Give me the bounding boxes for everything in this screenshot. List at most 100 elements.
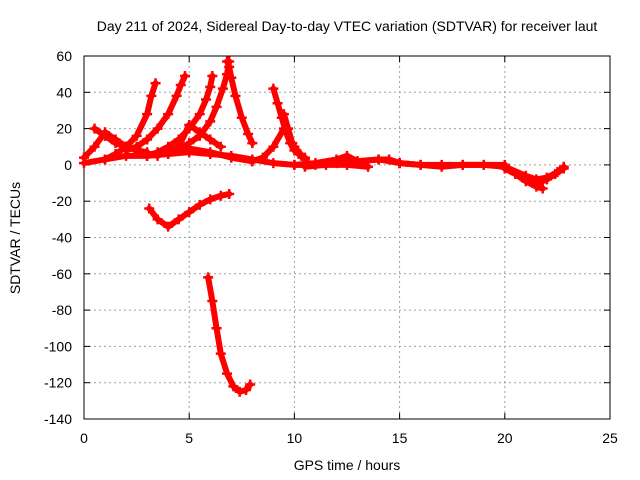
series-arc-late-2 bbox=[299, 159, 374, 172]
x-tick-label: 15 bbox=[392, 430, 408, 446]
data-point bbox=[205, 194, 216, 205]
data-point bbox=[243, 129, 254, 140]
data-point bbox=[194, 127, 205, 138]
y-tick-label: -80 bbox=[52, 302, 72, 318]
data-point bbox=[89, 123, 100, 134]
data-point bbox=[110, 138, 121, 149]
data-point bbox=[205, 116, 216, 127]
data-point bbox=[215, 141, 226, 152]
data-point bbox=[215, 348, 226, 359]
series-arc-rise-1 bbox=[100, 78, 161, 165]
series-line bbox=[396, 160, 508, 170]
chart-title: Day 211 of 2024, Sidereal Day-to-day VTE… bbox=[97, 18, 598, 34]
data-point bbox=[205, 134, 216, 145]
y-tick-label: -60 bbox=[52, 266, 72, 282]
data-point bbox=[194, 199, 205, 210]
data-point bbox=[234, 386, 245, 397]
data-point bbox=[142, 150, 153, 161]
data-point bbox=[211, 101, 222, 112]
y-tick-label: -40 bbox=[52, 230, 72, 246]
data-point bbox=[510, 168, 521, 179]
data-point bbox=[272, 98, 283, 109]
data-point bbox=[363, 161, 374, 172]
series-arc-late-3 bbox=[394, 158, 510, 172]
x-tick-label: 25 bbox=[602, 430, 618, 446]
data-point bbox=[217, 83, 228, 94]
axis-ticks: 0 5 10 15 20 25 -140 -120 -100 -80 -60 -40 -20 0 20 40 6… bbox=[44, 48, 618, 446]
data-point bbox=[268, 83, 279, 94]
data-layer bbox=[79, 56, 569, 397]
data-point bbox=[320, 159, 331, 170]
data-point bbox=[207, 296, 218, 307]
data-point bbox=[152, 123, 163, 134]
data-point bbox=[211, 323, 222, 334]
series-line bbox=[301, 161, 372, 170]
data-point bbox=[558, 163, 569, 174]
data-point bbox=[205, 147, 216, 158]
series-arc-bump bbox=[173, 119, 226, 152]
x-tick-label: 10 bbox=[287, 430, 303, 446]
data-point bbox=[268, 158, 279, 169]
x-axis-label: GPS time / hours bbox=[294, 457, 401, 473]
data-point bbox=[499, 163, 510, 174]
series-arc-peak bbox=[222, 56, 258, 149]
data-point bbox=[152, 214, 163, 225]
grid bbox=[84, 56, 610, 419]
data-point bbox=[550, 168, 561, 179]
series-arc-neg-1 bbox=[144, 188, 235, 232]
series-line bbox=[280, 111, 300, 154]
data-point bbox=[436, 161, 447, 172]
data-point bbox=[289, 159, 300, 170]
data-point bbox=[533, 178, 544, 189]
data-point bbox=[268, 141, 279, 152]
data-point bbox=[207, 70, 218, 81]
y-tick-label: 20 bbox=[56, 121, 72, 137]
data-point bbox=[342, 159, 352, 170]
data-point bbox=[79, 152, 89, 163]
data-point bbox=[299, 161, 310, 172]
data-point bbox=[215, 190, 226, 201]
data-point bbox=[150, 78, 161, 89]
data-point bbox=[228, 381, 239, 392]
y-tick-label: -20 bbox=[52, 193, 72, 209]
data-point bbox=[478, 159, 489, 170]
data-point bbox=[184, 119, 195, 130]
data-point bbox=[224, 188, 235, 199]
data-point bbox=[171, 90, 182, 101]
x-tick-label: 5 bbox=[185, 430, 193, 446]
data-point bbox=[100, 154, 111, 165]
y-axis-label: SDTVAR / TECUs bbox=[7, 182, 23, 294]
y-tick-label: -100 bbox=[44, 338, 72, 354]
series-arc-9h-3 bbox=[278, 109, 302, 156]
data-point bbox=[226, 72, 237, 83]
data-point bbox=[173, 214, 184, 225]
data-point bbox=[110, 149, 121, 160]
data-point bbox=[247, 138, 258, 149]
data-point bbox=[89, 141, 100, 152]
data-point bbox=[205, 81, 216, 92]
data-point bbox=[142, 134, 153, 145]
data-point bbox=[283, 123, 294, 134]
data-point bbox=[257, 152, 268, 163]
data-point bbox=[415, 159, 426, 170]
data-point bbox=[142, 109, 153, 120]
data-point bbox=[224, 61, 235, 72]
data-point bbox=[245, 379, 256, 390]
data-point bbox=[457, 159, 468, 170]
data-point bbox=[247, 156, 258, 167]
y-tick-label: 60 bbox=[56, 48, 72, 64]
data-point bbox=[241, 384, 252, 395]
data-point bbox=[146, 90, 157, 101]
data-point bbox=[394, 158, 405, 169]
data-point bbox=[163, 221, 174, 232]
data-point bbox=[121, 145, 132, 156]
data-point bbox=[201, 94, 212, 105]
series-arc-rise-2 bbox=[121, 70, 190, 156]
data-point bbox=[203, 272, 214, 283]
data-point bbox=[226, 152, 237, 163]
data-point bbox=[384, 154, 395, 165]
data-point bbox=[222, 56, 233, 67]
y-tick-label: -140 bbox=[44, 411, 72, 427]
series-arc-end-2 bbox=[525, 163, 569, 189]
